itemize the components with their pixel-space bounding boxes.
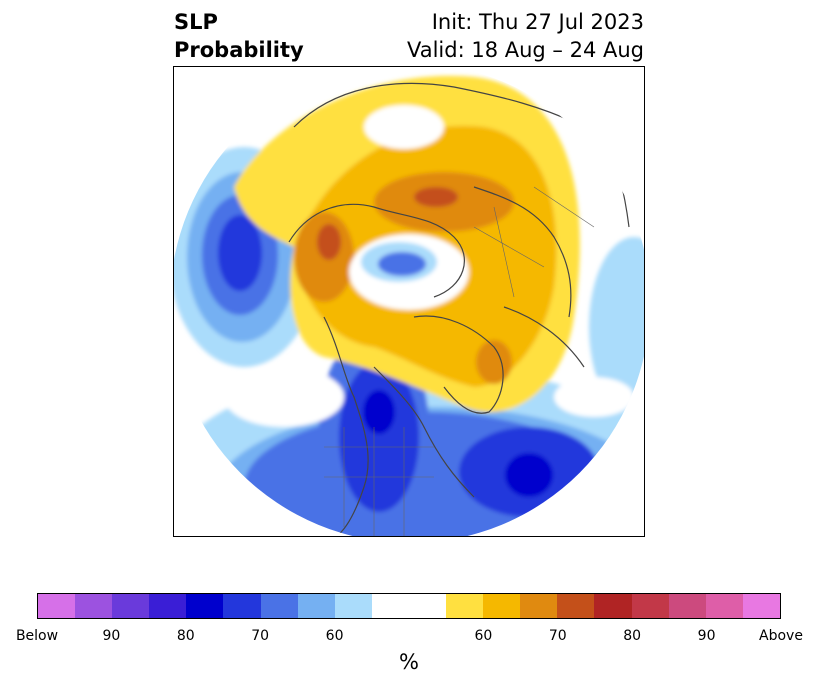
- colorbar-segment: [186, 594, 224, 618]
- colorbar-segment: [38, 594, 76, 618]
- atlantic-anomaly-80: [505, 453, 553, 497]
- title-type: Probability: [174, 38, 304, 62]
- colorbar-segment: [223, 594, 261, 618]
- east-anomaly-60: [589, 237, 644, 417]
- valid-range: Valid: 18 Aug – 24 Aug: [406, 38, 644, 62]
- colorbar-segment: [75, 594, 113, 618]
- arctic-low-70: [378, 252, 426, 276]
- colorbar-segment: [668, 594, 706, 618]
- colorbar-tick-label: 80: [623, 628, 642, 644]
- colorbar-segment: [446, 594, 484, 618]
- neutral-gap-east: [554, 377, 634, 417]
- colorbar-segment: [483, 594, 521, 618]
- title-variable: SLP: [174, 10, 218, 34]
- colorbar-tick-label: 70: [548, 628, 567, 644]
- na-anomaly-75: [339, 362, 419, 512]
- colorbar-tick-label: 60: [474, 628, 493, 644]
- colorbar-unit: %: [399, 650, 419, 674]
- alaska-anomaly-75: [317, 224, 341, 260]
- borders: [324, 186, 595, 536]
- colorbar-segment: [557, 594, 595, 618]
- colorbar-segment: [334, 594, 372, 618]
- colorbar-segment: [742, 594, 780, 618]
- title-right: Init: Thu 27 Jul 2023 Valid: 18 Aug – 24…: [407, 8, 644, 64]
- title-left: SLP Probability: [174, 8, 304, 64]
- pacific-anomaly-75: [218, 215, 262, 291]
- neutral-gap-west: [224, 367, 344, 427]
- colorbar-segment: [705, 594, 743, 618]
- init-date: Init: Thu 27 Jul 2023: [431, 10, 644, 34]
- na-anomaly-80: [363, 390, 395, 434]
- colorbar: [37, 593, 781, 619]
- colorbar-tick-label: 90: [102, 628, 121, 644]
- colorbar-tick-label: Above: [759, 628, 803, 644]
- neutral-gap-north: [364, 105, 444, 149]
- colorbar-tick-label: 60: [325, 628, 344, 644]
- colorbar-segment: [297, 594, 335, 618]
- colorbar-tick-label: 80: [176, 628, 195, 644]
- colorbar-segment: [631, 594, 669, 618]
- colorbar-tick-label: 70: [251, 628, 270, 644]
- colorbar-segment: [371, 594, 447, 618]
- colorbar-segment: [149, 594, 187, 618]
- colorbar-segment: [112, 594, 150, 618]
- colorbar-segment: [594, 594, 632, 618]
- colorbar-segment: [520, 594, 558, 618]
- siberia-anomaly-75: [414, 187, 458, 207]
- map-frame: [173, 66, 645, 537]
- colorbar-segment: [260, 594, 298, 618]
- colorbar-tick-label: 90: [697, 628, 716, 644]
- colorbar-tick-label: Below: [15, 628, 59, 644]
- probability-map: [174, 67, 644, 536]
